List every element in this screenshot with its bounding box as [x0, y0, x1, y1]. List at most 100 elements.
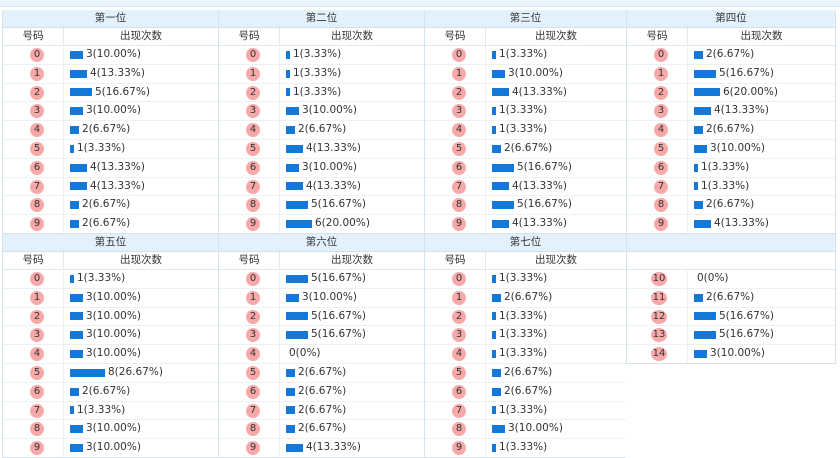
- number-ball: 2: [452, 309, 466, 324]
- count-text: 3(10.00%): [710, 347, 765, 360]
- count-cell: 1(3.33%): [64, 270, 218, 288]
- count-text: 1(3.33%): [293, 48, 342, 60]
- number-row: 9 6(20.00%): [219, 215, 424, 233]
- number-cell: 10: [627, 269, 688, 288]
- number-cell: 6: [219, 382, 280, 401]
- count-text: 2(6.67%): [706, 290, 755, 303]
- number-cell: 1: [219, 64, 280, 83]
- number-ball: 9: [30, 441, 44, 456]
- count-cell: 6(20.00%): [280, 215, 424, 233]
- number-cell: 0: [627, 46, 688, 64]
- count-cell: 0(0%): [280, 345, 424, 363]
- frequency-bar: [694, 50, 703, 59]
- number-cell: 9: [219, 439, 280, 457]
- position-block: 第六位 号码 出现次数 0 5(16.67%) 1 3(10.00%) 2 5(16.67%) 3…: [218, 233, 424, 458]
- count-column-label: 出现次数: [535, 253, 577, 266]
- number-cell: 6: [425, 382, 486, 401]
- frequency-bar: [694, 220, 711, 229]
- count-text: 4(13.33%): [306, 441, 361, 454]
- count-cell: 1(3.33%): [486, 102, 626, 120]
- count-text: 5(16.67%): [719, 66, 774, 79]
- frequency-bar: [70, 274, 74, 283]
- number-row: 6 2(6.67%): [425, 382, 626, 402]
- number-row: 8 2(6.67%): [219, 420, 424, 440]
- number-cell: 3: [219, 102, 280, 121]
- number-cell: 2: [425, 83, 486, 102]
- number-cell: 3: [627, 102, 688, 121]
- number-cell: 0: [3, 46, 64, 64]
- number-row: 5 4(13.33%): [219, 139, 424, 159]
- number-ball: 3: [246, 328, 260, 343]
- count-text: 2(6.67%): [706, 198, 755, 211]
- number-cell: 11: [627, 288, 688, 307]
- frequency-bar: [694, 144, 707, 153]
- count-text: 3(10.00%): [86, 290, 141, 303]
- count-text: 1(3.33%): [499, 271, 548, 284]
- count-cell: 1(3.33%): [64, 140, 218, 158]
- number-cell: 4: [425, 345, 486, 363]
- count-cell: 3(10.00%): [486, 420, 626, 438]
- number-ball: 5: [654, 141, 668, 156]
- position-block: 第二位 号码 出现次数 0 1(3.33%) 1 1(3.33%) 2 1(3.33%) 3 3(1…: [218, 10, 424, 234]
- number-cell: 1: [219, 288, 280, 307]
- count-cell: 2(6.67%): [280, 420, 424, 438]
- count-cell: 3(10.00%): [64, 326, 218, 344]
- count-cell: 3(10.00%): [688, 140, 835, 158]
- number-cell: 9: [627, 215, 688, 233]
- number-cell: 7: [219, 401, 280, 420]
- frequency-bar: [70, 444, 83, 453]
- count-cell: 1(3.33%): [688, 178, 835, 196]
- count-cell: 2(6.67%): [280, 383, 424, 401]
- frequency-bar: [70, 144, 74, 153]
- number-cell: 5: [3, 363, 64, 382]
- frequency-bar: [70, 368, 105, 377]
- number-ball: 1: [654, 66, 668, 81]
- frequency-bar: [694, 107, 711, 116]
- number-row: 1 3(10.00%): [425, 64, 626, 84]
- count-cell: 4(13.33%): [64, 159, 218, 177]
- frequency-bar: [694, 69, 716, 78]
- number-cell: 5: [627, 139, 688, 158]
- position-row-2: 第五位 号码 出现次数 0 1(3.33%) 1 3(10.00%) 2 3(10.00%) 3 3…: [2, 233, 836, 458]
- number-ball: 9: [30, 217, 44, 232]
- frequency-bar: [70, 312, 83, 321]
- position-title: 第三位: [425, 10, 626, 28]
- number-row: 11 2(6.67%): [627, 288, 835, 308]
- number-ball: 1: [452, 290, 466, 305]
- number-cell: 1: [425, 64, 486, 83]
- number-cell: 8: [219, 196, 280, 215]
- frequency-bar: [492, 368, 501, 377]
- number-row: 2 5(16.67%): [219, 307, 424, 327]
- position-title: [627, 233, 835, 252]
- position-block: 第五位 号码 出现次数 0 1(3.33%) 1 3(10.00%) 2 3(10.00%) 3 3…: [2, 233, 218, 458]
- position-block: 第七位 号码 出现次数 0 1(3.33%) 1 2(6.67%) 2 1(3.33%) 3 1(3…: [424, 233, 626, 458]
- number-cell: 6: [3, 158, 64, 177]
- count-cell: 2(6.67%): [486, 364, 626, 382]
- number-cell: 8: [3, 420, 64, 439]
- count-text: 1(3.33%): [499, 403, 548, 416]
- number-row: 9 1(3.33%): [425, 439, 626, 457]
- number-ball: 2: [452, 85, 466, 100]
- number-ball: 3: [452, 328, 466, 343]
- frequency-bar: [286, 312, 308, 321]
- frequency-bar: [492, 126, 496, 135]
- number-ball: 8: [246, 422, 260, 437]
- number-row: 2 4(13.33%): [425, 83, 626, 103]
- count-text: 3(10.00%): [86, 309, 141, 322]
- number-row: 5 2(6.67%): [425, 363, 626, 383]
- number-ball: 3: [30, 328, 44, 343]
- frequency-bar: [286, 88, 290, 97]
- number-cell: 2: [219, 307, 280, 326]
- number-ball: 6: [30, 384, 44, 399]
- frequency-bar: [70, 107, 83, 116]
- frequency-bar: [694, 88, 720, 97]
- number-ball: 6: [452, 160, 466, 175]
- count-text: 3(10.00%): [86, 48, 141, 60]
- code-column-label: 号码: [219, 28, 280, 45]
- count-cell: 3(10.00%): [486, 65, 626, 83]
- number-ball: 5: [246, 365, 260, 380]
- frequency-bar: [70, 406, 74, 415]
- frequency-bar: [70, 201, 79, 210]
- frequency-bar: [492, 331, 496, 340]
- count-text: 2(6.67%): [504, 290, 553, 303]
